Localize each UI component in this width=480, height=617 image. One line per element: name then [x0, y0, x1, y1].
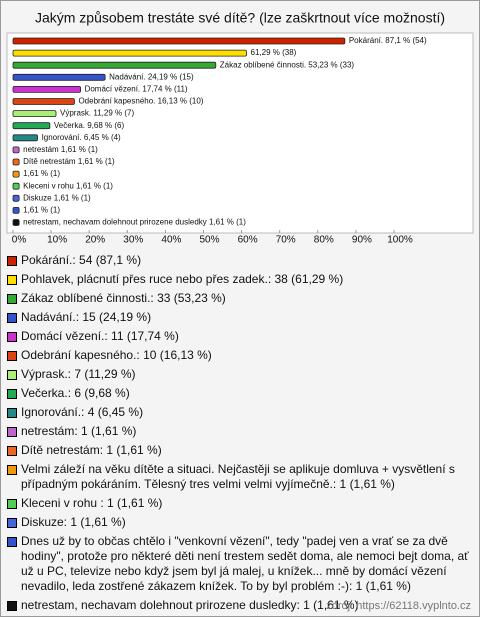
bar — [12, 170, 20, 178]
value-label: Domácí vězení. 17,74 % (11) — [85, 85, 188, 94]
bar — [12, 146, 20, 154]
chart-title: Jakým způsobem trestáte své dítě? (lze z… — [35, 10, 445, 26]
legend-swatch — [7, 332, 17, 342]
legend-item: Zákaz oblíbené činnosti.: 33 (53,23 %) — [7, 291, 473, 306]
legend-item: netrestám: 1 (1,61 %) — [7, 424, 473, 439]
legend-swatch — [7, 370, 17, 380]
legend-item: Nadávání.: 15 (24,19 %) — [7, 310, 473, 325]
legend-swatch — [7, 294, 17, 304]
legend-item: Dítě netrestám: 1 (1,61 %) — [7, 443, 473, 458]
x-tick-label: 70% — [276, 235, 296, 246]
legend-swatch — [7, 465, 17, 475]
value-label: Nadávání. 24,19 % (15) — [109, 72, 194, 81]
legend-text: Diskuze: 1 (1,61 %) — [21, 515, 126, 529]
bar — [12, 194, 20, 202]
bar — [12, 61, 217, 69]
legend-text: Výprask.: 7 (11,29 %) — [21, 367, 136, 381]
x-tick-label: 10% — [47, 235, 67, 246]
legend-text: Dnes už by to občas chtělo i "venkovní v… — [21, 534, 469, 593]
legend-swatch — [7, 351, 17, 361]
value-label: Kleceni v rohu 1,61 % (1) — [23, 181, 113, 190]
value-label: 61,29 % (38) — [251, 48, 297, 57]
legend-item: Dnes už by to občas chtělo i "venkovní v… — [7, 534, 473, 594]
legend-item: Výprask.: 7 (11,29 %) — [7, 367, 473, 382]
value-label: Dítě netrestám 1,61 % (1) — [23, 157, 115, 166]
bar — [12, 134, 38, 142]
value-label: Pokárání. 87,1 % (54) — [349, 36, 427, 45]
x-tick-label: 100% — [387, 235, 413, 246]
bar — [12, 73, 106, 81]
legend-item: Kleceni v rohu : 1 (1,61 %) — [7, 496, 473, 511]
legend-item: netrestam, nechavam dolehnout prirozene … — [7, 598, 473, 613]
value-label: Odebrání kapesného. 16,13 % (10) — [78, 97, 203, 106]
legend-text: netrestam, nechavam dolehnout prirozene … — [21, 598, 359, 612]
legend-text: Dítě netrestám: 1 (1,61 %) — [21, 443, 162, 457]
value-label: Zákaz oblíbené činnosti. 53,23 % (33) — [220, 60, 355, 69]
legend-text: Nadávání.: 15 (24,19 %) — [21, 310, 152, 324]
legend: Pokárání.: 54 (87,1 %) Pohlavek, plácnutí… — [7, 253, 473, 616]
x-tick-label: 60% — [238, 235, 258, 246]
legend-text: netrestám: 1 (1,61 %) — [21, 424, 137, 438]
value-label: 1,61 % (1) — [23, 206, 60, 215]
value-label: Ignorování. 6,45 % (4) — [42, 133, 121, 142]
value-label: 1,61 % (1) — [23, 169, 60, 178]
bar — [12, 110, 57, 117]
bar — [12, 206, 20, 214]
legend-item: Diskuze: 1 (1,61 %) — [7, 515, 473, 530]
legend-item: Domácí vězení.: 11 (17,74 %) — [7, 329, 473, 344]
legend-text: Ignorování.: 4 (6,45 %) — [21, 405, 144, 419]
legend-swatch — [7, 601, 17, 611]
legend-text: Odebrání kapesného.: 10 (16,13 %) — [21, 348, 212, 362]
legend-item: Pohlavek, plácnutí přes ruce nebo přes z… — [7, 272, 473, 287]
x-tick-label: 80% — [314, 235, 334, 246]
value-label: Večerka. 9,68 % (6) — [54, 121, 125, 130]
bar — [12, 122, 51, 130]
bar — [12, 86, 81, 93]
legend-swatch — [7, 446, 17, 456]
legend-swatch — [7, 499, 17, 509]
legend-text: Pokárání.: 54 (87,1 %) — [21, 253, 142, 267]
value-label: Diskuze 1,61 % (1) — [23, 193, 91, 202]
value-label: netrestam, nechavam dolehnout prirozene … — [23, 218, 246, 227]
legend-text: Pohlavek, plácnutí přes ruce nebo přes z… — [21, 272, 344, 286]
legend-item: Velmi záleží na věku dítěte a situaci. N… — [7, 462, 473, 492]
legend-swatch — [7, 313, 17, 323]
legend-swatch — [7, 256, 17, 266]
x-tick-label: 30% — [123, 235, 143, 246]
legend-text: Domácí vězení.: 11 (17,74 %) — [21, 329, 179, 343]
legend-swatch — [7, 275, 17, 285]
bar — [12, 158, 20, 166]
legend-item: Večerka.: 6 (9,68 %) — [7, 386, 473, 401]
bar — [12, 37, 346, 45]
value-label: netrestám 1,61 % (1) — [23, 145, 98, 154]
legend-item: Odebrání kapesného.: 10 (16,13 %) — [7, 348, 473, 363]
legend-swatch — [7, 518, 17, 528]
legend-text: Večerka.: 6 (9,68 %) — [21, 386, 130, 400]
legend-item: Ignorování.: 4 (6,45 %) — [7, 405, 473, 420]
legend-swatch — [7, 408, 17, 418]
legend-swatch — [7, 389, 17, 399]
bar — [12, 49, 247, 57]
chart: Jakým způsobem trestáte své dítě? (lze z… — [6, 10, 474, 246]
legend-text: Velmi záleží na věku dítěte a situaci. N… — [21, 462, 455, 491]
legend-text: Kleceni v rohu : 1 (1,61 %) — [21, 496, 163, 510]
legend-item: Pokárání.: 54 (87,1 %) — [7, 253, 473, 268]
bar — [12, 182, 20, 190]
legend-swatch — [7, 427, 17, 437]
x-tick-label: 40% — [161, 235, 181, 246]
bar — [12, 98, 75, 105]
legend-swatch — [7, 537, 17, 547]
value-label: Výprask. 11,29 % (7) — [60, 109, 134, 118]
x-tick-label: 50% — [199, 235, 219, 246]
x-tick-label: 20% — [85, 235, 105, 246]
x-tick-label: 0% — [12, 235, 27, 246]
legend-text: Zákaz oblíbené činnosti.: 33 (53,23 %) — [21, 291, 226, 305]
bar — [12, 219, 20, 226]
source: zdroj: https://62118.vyplnto.cz — [326, 600, 471, 612]
x-tick-label: 90% — [352, 235, 372, 246]
